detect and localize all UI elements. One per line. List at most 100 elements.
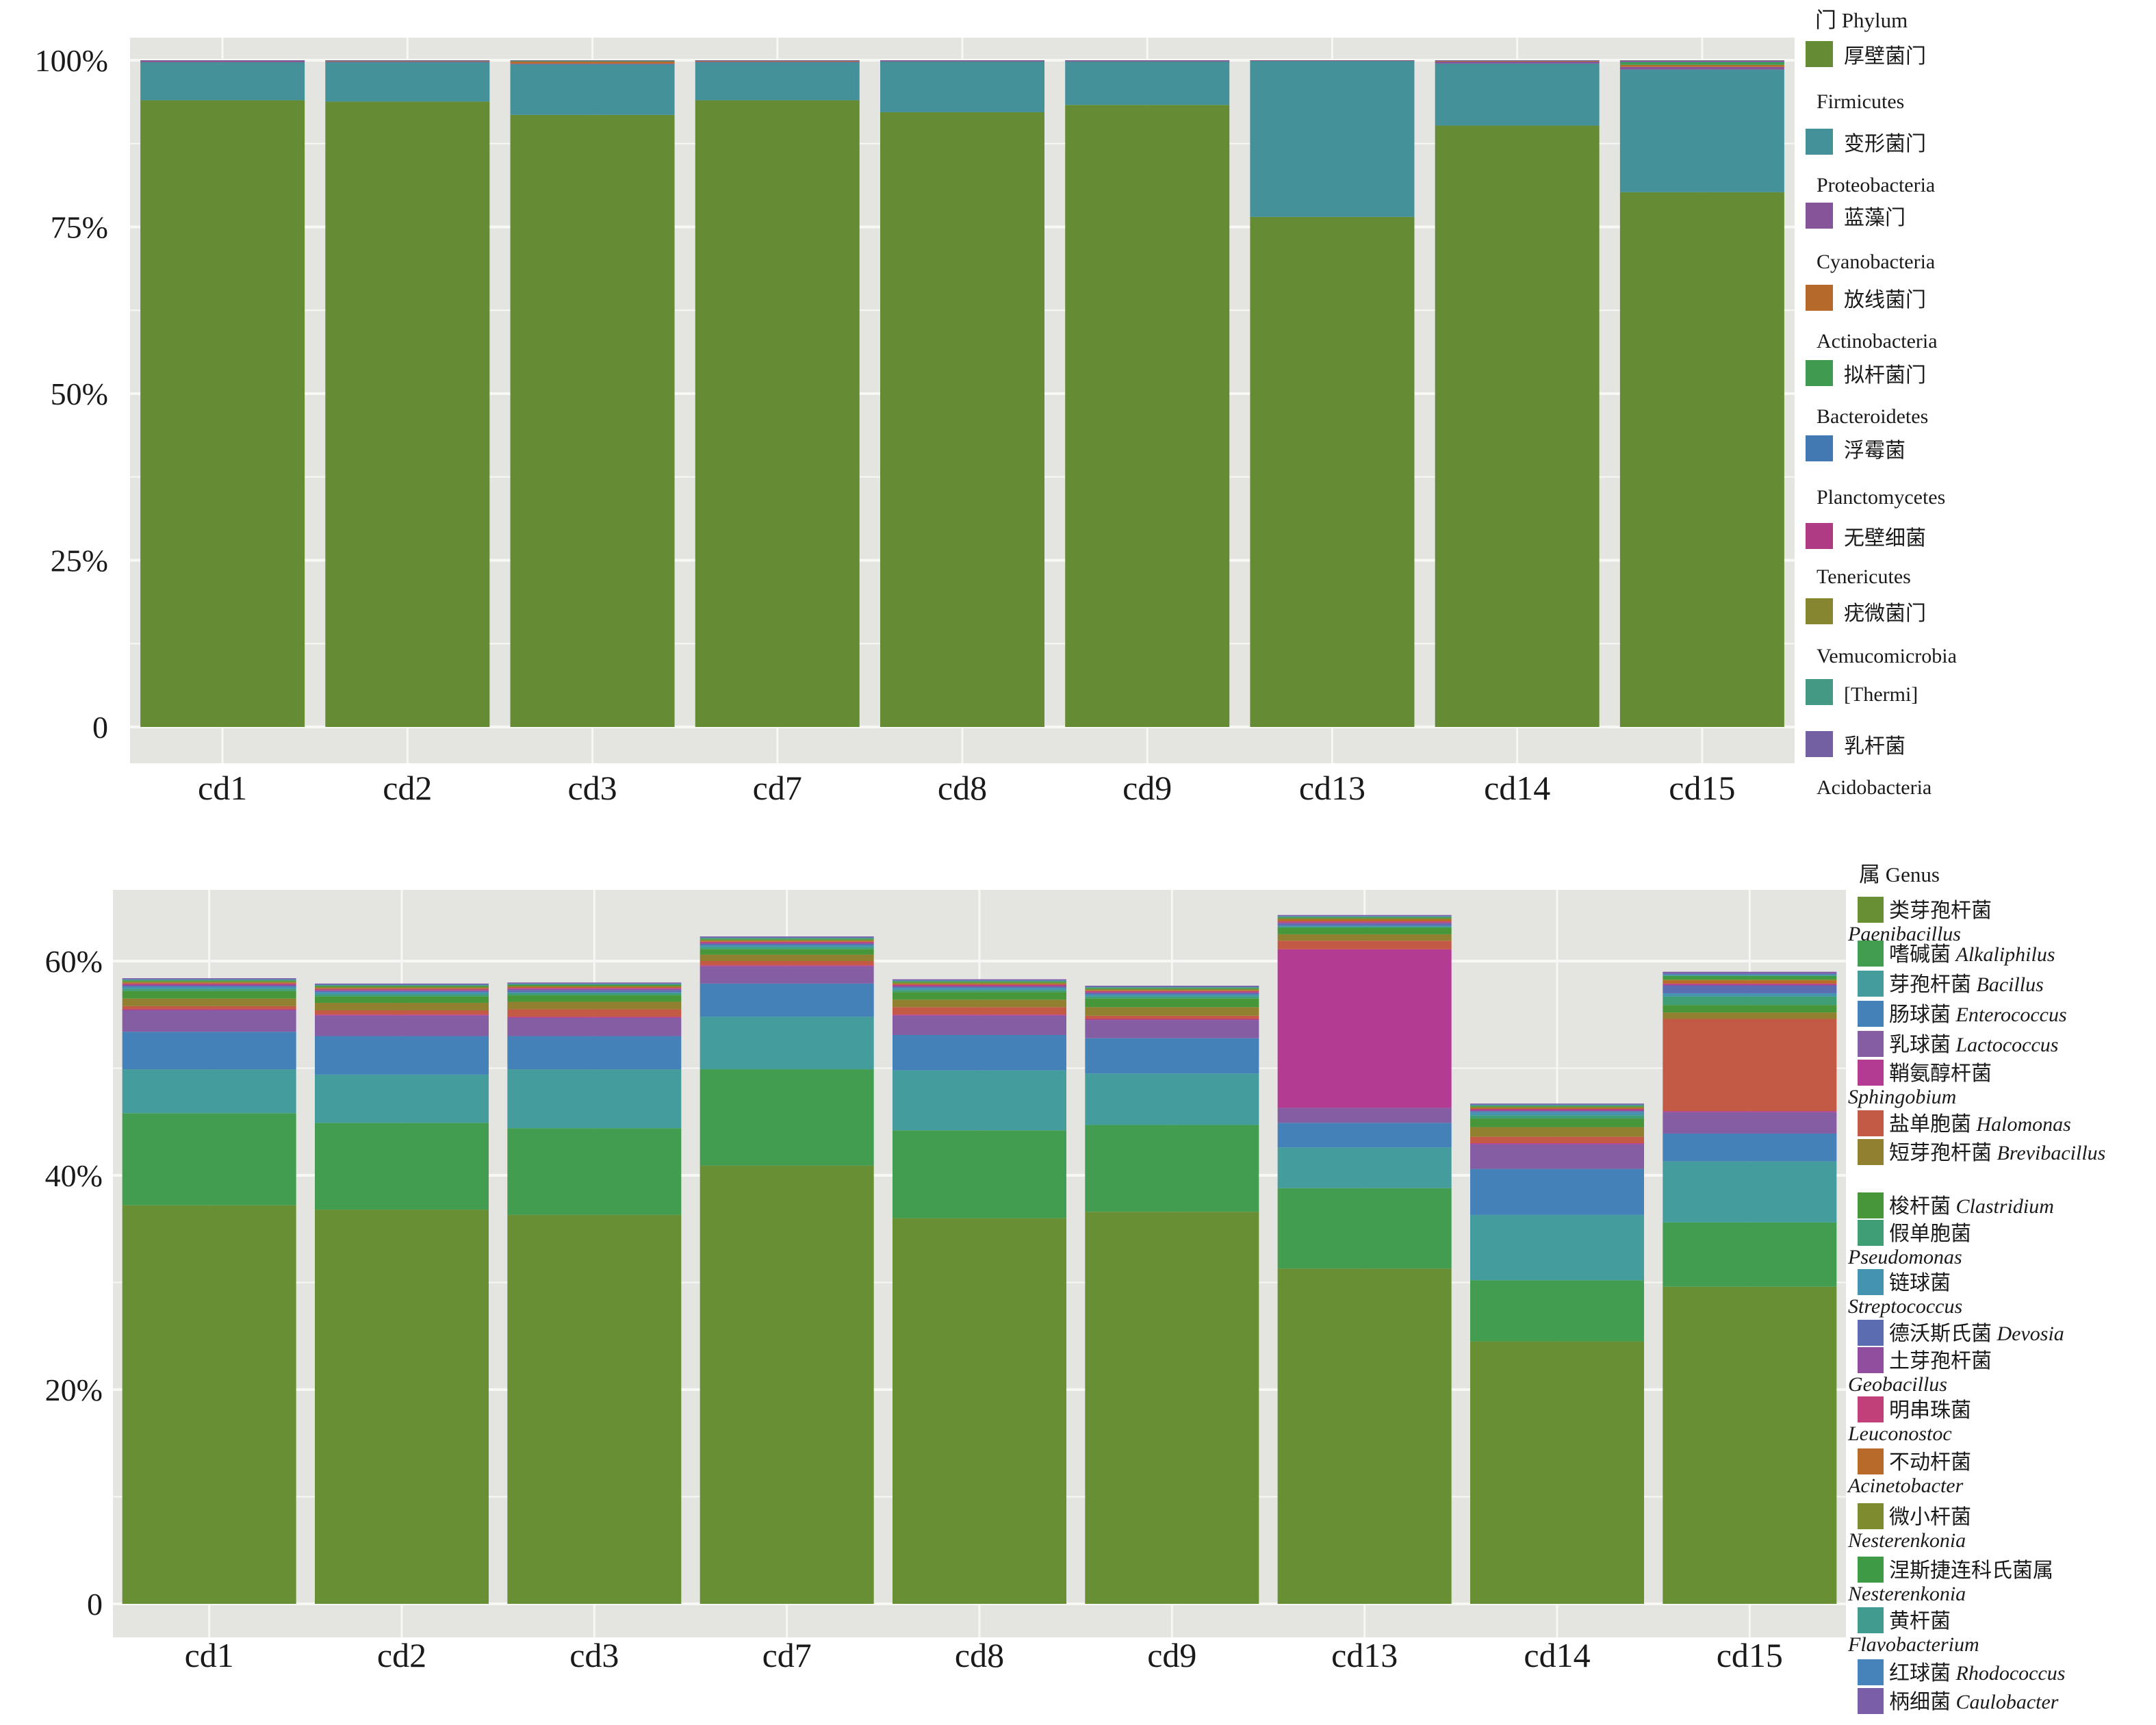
bar-segment <box>700 936 874 938</box>
bar-segment <box>700 945 874 947</box>
bar-segment <box>700 954 874 961</box>
legend-label-cn: 乳杆菌 <box>1844 735 1905 758</box>
bar-segment <box>1277 915 1452 917</box>
legend-label-latin: Leuconostoc <box>1847 1422 1952 1445</box>
legend-swatch <box>1858 1110 1884 1136</box>
bar-segment <box>315 1036 489 1075</box>
bar-segment <box>1470 1119 1644 1127</box>
legend-swatch <box>1806 523 1833 549</box>
legend-label-cn: 红球菌 <box>1889 1662 1951 1685</box>
legend-label-latin: Clastridium <box>1951 1195 2054 1218</box>
legend-item: 梭杆菌 Clastridium <box>1858 1192 2054 1218</box>
bar-segment <box>1663 980 1837 984</box>
bar-segment <box>1085 988 1259 989</box>
bar-segment <box>122 980 296 982</box>
legend-swatch <box>1858 1688 1884 1714</box>
x-tick-label: cd14 <box>1484 769 1550 807</box>
bar-stack-cd3 <box>510 60 675 728</box>
bar-segment <box>1663 985 1837 993</box>
legend-label: 明串珠菌 <box>1889 1399 1971 1422</box>
bar-segment <box>1663 1012 1837 1019</box>
bar-segment <box>1663 975 1837 976</box>
bar-segment <box>507 984 682 986</box>
bar-segment <box>1277 1123 1452 1148</box>
legend-label-en: Proteobacteria <box>1817 174 1935 196</box>
legend-item: [Thermi] <box>1806 679 1918 706</box>
bar-segment <box>315 1210 489 1604</box>
bar-segment <box>1277 1147 1452 1188</box>
bar-segment <box>122 1010 296 1032</box>
bar-segment <box>122 1069 296 1114</box>
legend-swatch <box>1858 1060 1884 1086</box>
legend-title: 属 Genus <box>1859 862 1940 886</box>
legend-label: 红球菌 Rhodococcus <box>1889 1662 2065 1685</box>
legend-label-en: Vemucomicrobia <box>1817 645 1957 667</box>
bar-segment <box>325 101 490 727</box>
bar-segment <box>507 1214 682 1604</box>
bar-segment <box>1065 60 1230 61</box>
bar-segment <box>1663 975 1837 980</box>
legend-label-cn: 疣微菌门 <box>1844 602 1926 625</box>
legend-label-latin: Flavobacterium <box>1847 1633 1979 1656</box>
legend-label-latin: Nesterenkonia <box>1847 1529 1966 1552</box>
bar-segment <box>893 999 1066 1008</box>
legend-label-latin: Nesterenkonia <box>1847 1583 1966 1605</box>
y-tick-label: 100% <box>35 43 108 78</box>
bar-segment <box>1663 971 1837 974</box>
bar-segment <box>1470 1136 1644 1144</box>
bar-segment <box>1619 60 1784 62</box>
bar-segment <box>1470 1106 1644 1108</box>
legend-label: 乳球菌 Lactococcus <box>1889 1034 2058 1056</box>
legend-swatch <box>1858 1031 1884 1057</box>
legend-label-latin: Halomonas <box>1971 1113 2071 1136</box>
legend-label: 涅斯捷连科氏菌属 <box>1889 1559 2053 1582</box>
legend-label-cn: 无壁细菌 <box>1844 527 1926 550</box>
bar-segment <box>893 1015 1066 1035</box>
bar-segment <box>1277 941 1452 949</box>
legend-label-cn: 假单胞菌 <box>1889 1223 1971 1245</box>
bar-segment <box>1277 918 1452 919</box>
bar-segment <box>1470 1110 1644 1112</box>
bar-segment <box>507 990 682 993</box>
bar-segment <box>1470 1214 1644 1281</box>
legend-label: 德沃斯氏菌 Devosia <box>1889 1322 2064 1345</box>
legend-item: 乳球菌 Lactococcus <box>1858 1031 2058 1057</box>
legend-swatch <box>1858 1269 1884 1295</box>
legend-label-cn: 乳球菌 <box>1889 1034 1951 1056</box>
bar-segment <box>700 943 874 945</box>
legend-label: 盐单胞菌 Halomonas <box>1889 1113 2071 1136</box>
bar-segment <box>1250 216 1415 727</box>
bar-segment <box>1085 992 1259 993</box>
legend-label-en: Acidobacteria <box>1817 776 1932 799</box>
bar-segment <box>1470 1127 1644 1137</box>
bar-segment <box>1085 1007 1259 1016</box>
bar-segment <box>893 1218 1066 1604</box>
legend-item: 嗜碱菌 Alkaliphilus <box>1858 941 2055 967</box>
bar-segment <box>1663 993 1837 997</box>
legend-item: 放线菌门 Actinobacteria <box>1806 285 1938 353</box>
legend-item: 浮霉菌 Planctomycetes <box>1806 435 1945 509</box>
bar-segment <box>122 988 296 991</box>
bar-segment <box>1470 1103 1644 1105</box>
legend-label: 假单胞菌 <box>1889 1223 1971 1245</box>
y-tick-label: 20% <box>45 1372 103 1407</box>
bar-segment <box>507 1036 682 1070</box>
bar-segment <box>1619 69 1784 192</box>
bar-segment <box>122 983 296 985</box>
bar-segment <box>1250 60 1415 61</box>
bar-segment <box>1619 62 1784 65</box>
x-tick-label: cd13 <box>1331 1636 1398 1674</box>
legend-label-latin: Caulobacter <box>1951 1691 2059 1713</box>
y-tick-label: 60% <box>45 944 103 979</box>
bar-segment <box>1470 1112 1644 1116</box>
legend-label-latin: Sphingobium <box>1848 1086 1956 1108</box>
bar-segment <box>1470 1111 1644 1112</box>
bar-stack-cd8 <box>893 979 1066 1604</box>
bar-segment <box>1663 996 1837 1006</box>
bar-segment <box>1085 1020 1259 1038</box>
bar-stack-cd1 <box>122 978 296 1604</box>
